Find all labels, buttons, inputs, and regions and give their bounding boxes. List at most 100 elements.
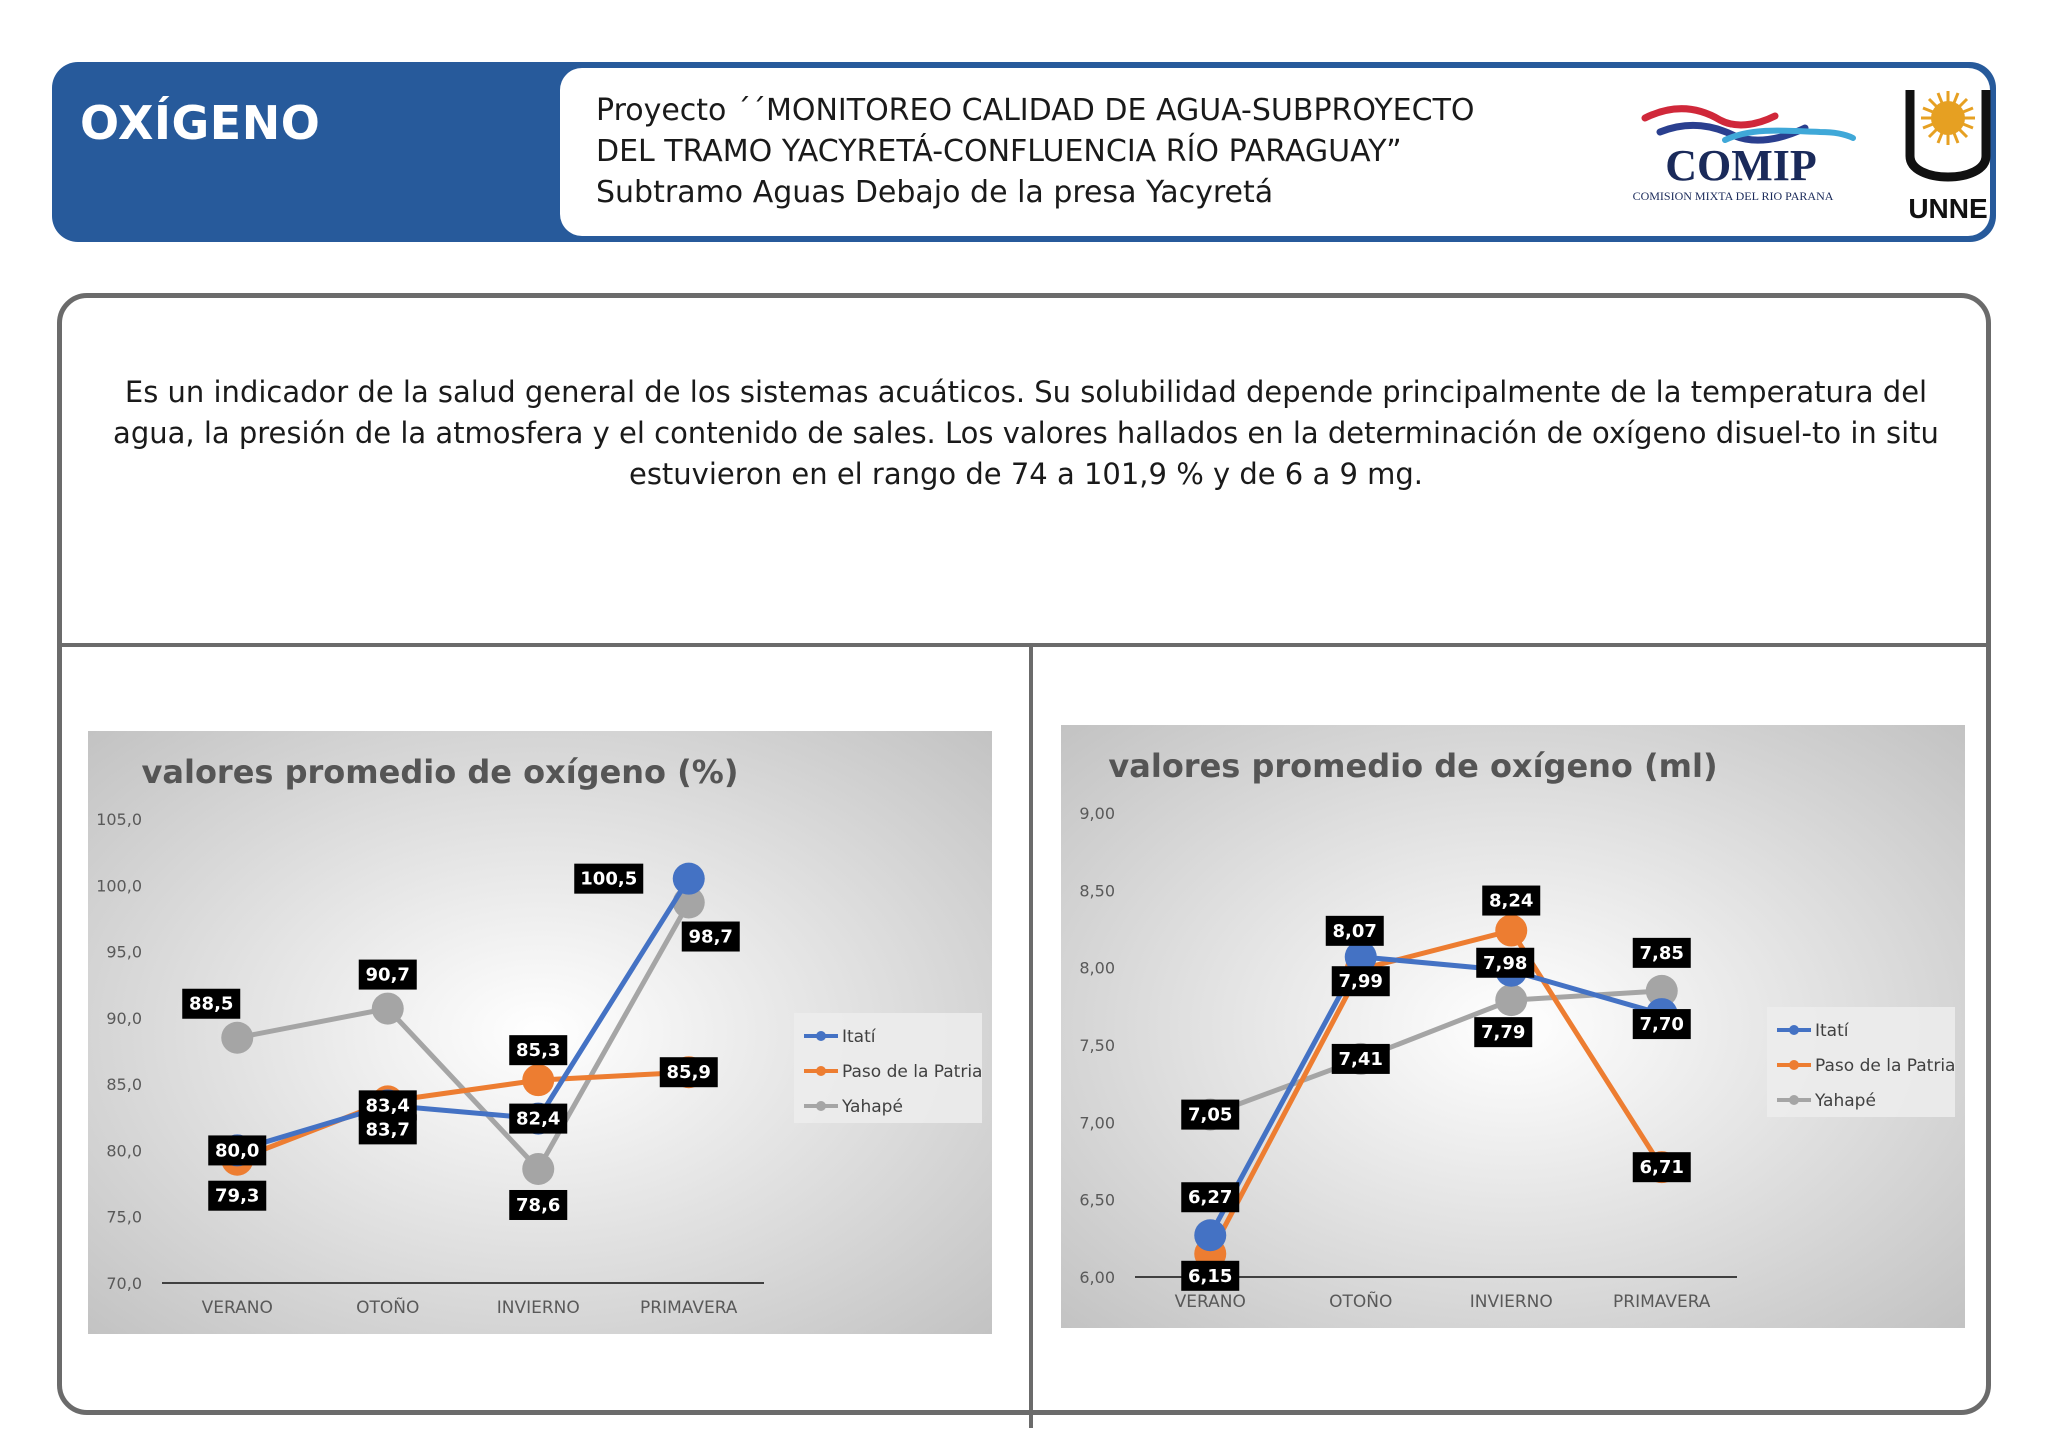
y-tick-label: 100,0	[96, 876, 142, 895]
y-tick-label: 8,00	[1079, 959, 1115, 978]
y-tick-label: 7,00	[1079, 1113, 1115, 1132]
x-tick-label: VERANO	[202, 1298, 273, 1318]
page-title: OXÍGENO	[80, 96, 321, 150]
legend-entry: Yahapé	[841, 1097, 903, 1117]
x-tick-label: INVIERNO	[1470, 1292, 1553, 1312]
svg-text:98,7: 98,7	[689, 927, 733, 948]
data-label: 6,15	[1181, 1260, 1240, 1291]
svg-text:90,7: 90,7	[366, 965, 410, 986]
data-label: 78,6	[509, 1189, 568, 1220]
svg-text:8,24: 8,24	[1489, 891, 1533, 912]
chart-svg: valores promedio de oxígeno (%) 70,0 75,0 8…	[88, 731, 992, 1334]
data-point	[1194, 1219, 1227, 1252]
data-label: 6,71	[1632, 1152, 1691, 1183]
data-label: 7,99	[1331, 966, 1390, 997]
legend-entry: Yahapé	[1814, 1091, 1876, 1111]
x-tick-label: OTOÑO	[356, 1296, 419, 1318]
project-description: Proyecto ´´MONITOREO CALIDAD DE AGUA-SUB…	[596, 90, 1475, 213]
svg-text:7,05: 7,05	[1188, 1105, 1232, 1126]
series-line-1	[236, 1069, 689, 1163]
data-label: 98,7	[681, 921, 740, 952]
data-label: 7,41	[1331, 1043, 1390, 1074]
chart-legend: Itatí Paso de la Patria Yahapé	[794, 1013, 982, 1123]
data-point	[1645, 974, 1678, 1007]
sun-icon	[1921, 91, 1975, 145]
unne-logo-name: UNNE	[1908, 193, 1987, 224]
chart-title: valores promedio de oxígeno (%)	[142, 753, 739, 791]
legend-entry: Paso de la Patria	[1815, 1056, 1955, 1076]
svg-text:78,6: 78,6	[516, 1195, 560, 1216]
data-label: 79,3	[208, 1180, 267, 1211]
x-tick-label: PRIMAVERA	[1613, 1292, 1711, 1312]
content-card: Es un indicador de la salud general de l…	[57, 293, 1991, 1428]
comip-logo-name: COMIP	[1665, 141, 1817, 190]
x-tick-label: VERANO	[1175, 1292, 1246, 1312]
y-tick-label: 9,00	[1079, 804, 1115, 823]
series-line-1	[1208, 928, 1664, 1255]
data-point	[1344, 940, 1377, 973]
data-label: 82,4	[509, 1103, 568, 1134]
y-tick-label: 105,0	[96, 810, 142, 829]
data-point	[1495, 914, 1528, 947]
data-label: 8,24	[1482, 885, 1541, 916]
data-point	[522, 1064, 555, 1097]
svg-text:79,3: 79,3	[215, 1186, 259, 1207]
svg-text:80,0: 80,0	[215, 1140, 259, 1161]
x-tick-label: PRIMAVERA	[640, 1298, 738, 1318]
svg-text:7,98: 7,98	[1483, 953, 1527, 974]
y-tick-label: 85,0	[106, 1075, 142, 1094]
horizontal-divider	[62, 643, 1986, 647]
data-label: 100,5	[574, 863, 644, 894]
data-label: 85,3	[509, 1035, 568, 1066]
svg-text:7,70: 7,70	[1640, 1014, 1684, 1035]
svg-text:7,79: 7,79	[1481, 1022, 1525, 1043]
comip-logo: COMIP COMISION MIXTA DEL RIO PARANA	[1633, 105, 1856, 203]
data-label: 7,98	[1476, 947, 1535, 978]
data-point	[1495, 984, 1528, 1017]
y-tick-label: 6,50	[1079, 1191, 1115, 1210]
svg-text:82,4: 82,4	[516, 1109, 560, 1130]
data-label: 7,70	[1632, 1009, 1691, 1040]
legend-entry: Paso de la Patria	[842, 1062, 982, 1082]
project-line-1: Proyecto ´´MONITOREO CALIDAD DE AGUA-SUB…	[596, 93, 1475, 128]
data-label: 7,79	[1474, 1017, 1533, 1048]
y-tick-label: 75,0	[106, 1208, 142, 1227]
svg-text:100,5: 100,5	[580, 869, 637, 890]
oxygen-description: Es un indicador de la salud general de l…	[113, 375, 1939, 491]
data-label: 7,05	[1181, 1099, 1240, 1130]
svg-text:85,9: 85,9	[667, 1062, 711, 1083]
y-tick-label: 8,50	[1079, 881, 1115, 900]
svg-text:7,85: 7,85	[1640, 943, 1684, 964]
y-tick-label: 90,0	[106, 1009, 142, 1028]
y-tick-label: 80,0	[106, 1141, 142, 1160]
svg-text:8,07: 8,07	[1333, 921, 1377, 942]
data-label: 90,7	[358, 959, 417, 990]
project-line-2: DEL TRAMO YACYRETÁ-CONFLUENCIA RÍO PARAG…	[596, 134, 1402, 169]
legend-entry: Itatí	[1815, 1021, 1850, 1041]
data-point	[221, 1021, 254, 1054]
vertical-divider	[1029, 643, 1033, 1428]
series-line-2	[1209, 988, 1662, 1117]
y-tick-label: 95,0	[106, 943, 142, 962]
data-label: 7,85	[1632, 937, 1691, 968]
chart-svg: valores promedio de oxígeno (ml) 6,00 6,50…	[1061, 725, 1965, 1328]
comip-logo-subtitle: COMISION MIXTA DEL RIO PARANA	[1633, 189, 1834, 203]
unne-logo: UNNE	[1905, 90, 1991, 224]
data-label: 85,9	[659, 1057, 718, 1088]
series-line-0	[1208, 954, 1663, 1237]
data-point	[522, 1152, 555, 1185]
series-line-0	[236, 877, 691, 1153]
y-tick-label: 70,0	[106, 1274, 142, 1293]
project-info-panel: Proyecto ´´MONITOREO CALIDAD DE AGUA-SUB…	[560, 68, 1991, 236]
data-label: 8,07	[1325, 915, 1384, 946]
chart-legend: Itatí Paso de la Patria Yahapé	[1767, 1007, 1955, 1117]
data-label: 83,7	[358, 1114, 417, 1145]
legend-entry: Itatí	[842, 1027, 877, 1047]
svg-text:6,15: 6,15	[1188, 1266, 1232, 1287]
data-point	[672, 862, 705, 895]
y-tick-label: 7,50	[1079, 1036, 1115, 1055]
svg-text:88,5: 88,5	[189, 994, 233, 1015]
data-label: 88,5	[182, 988, 241, 1019]
y-tick-label: 6,00	[1079, 1268, 1115, 1287]
oxygen-percent-chart: valores promedio de oxígeno (%) 70,0 75,0 8…	[88, 731, 992, 1334]
